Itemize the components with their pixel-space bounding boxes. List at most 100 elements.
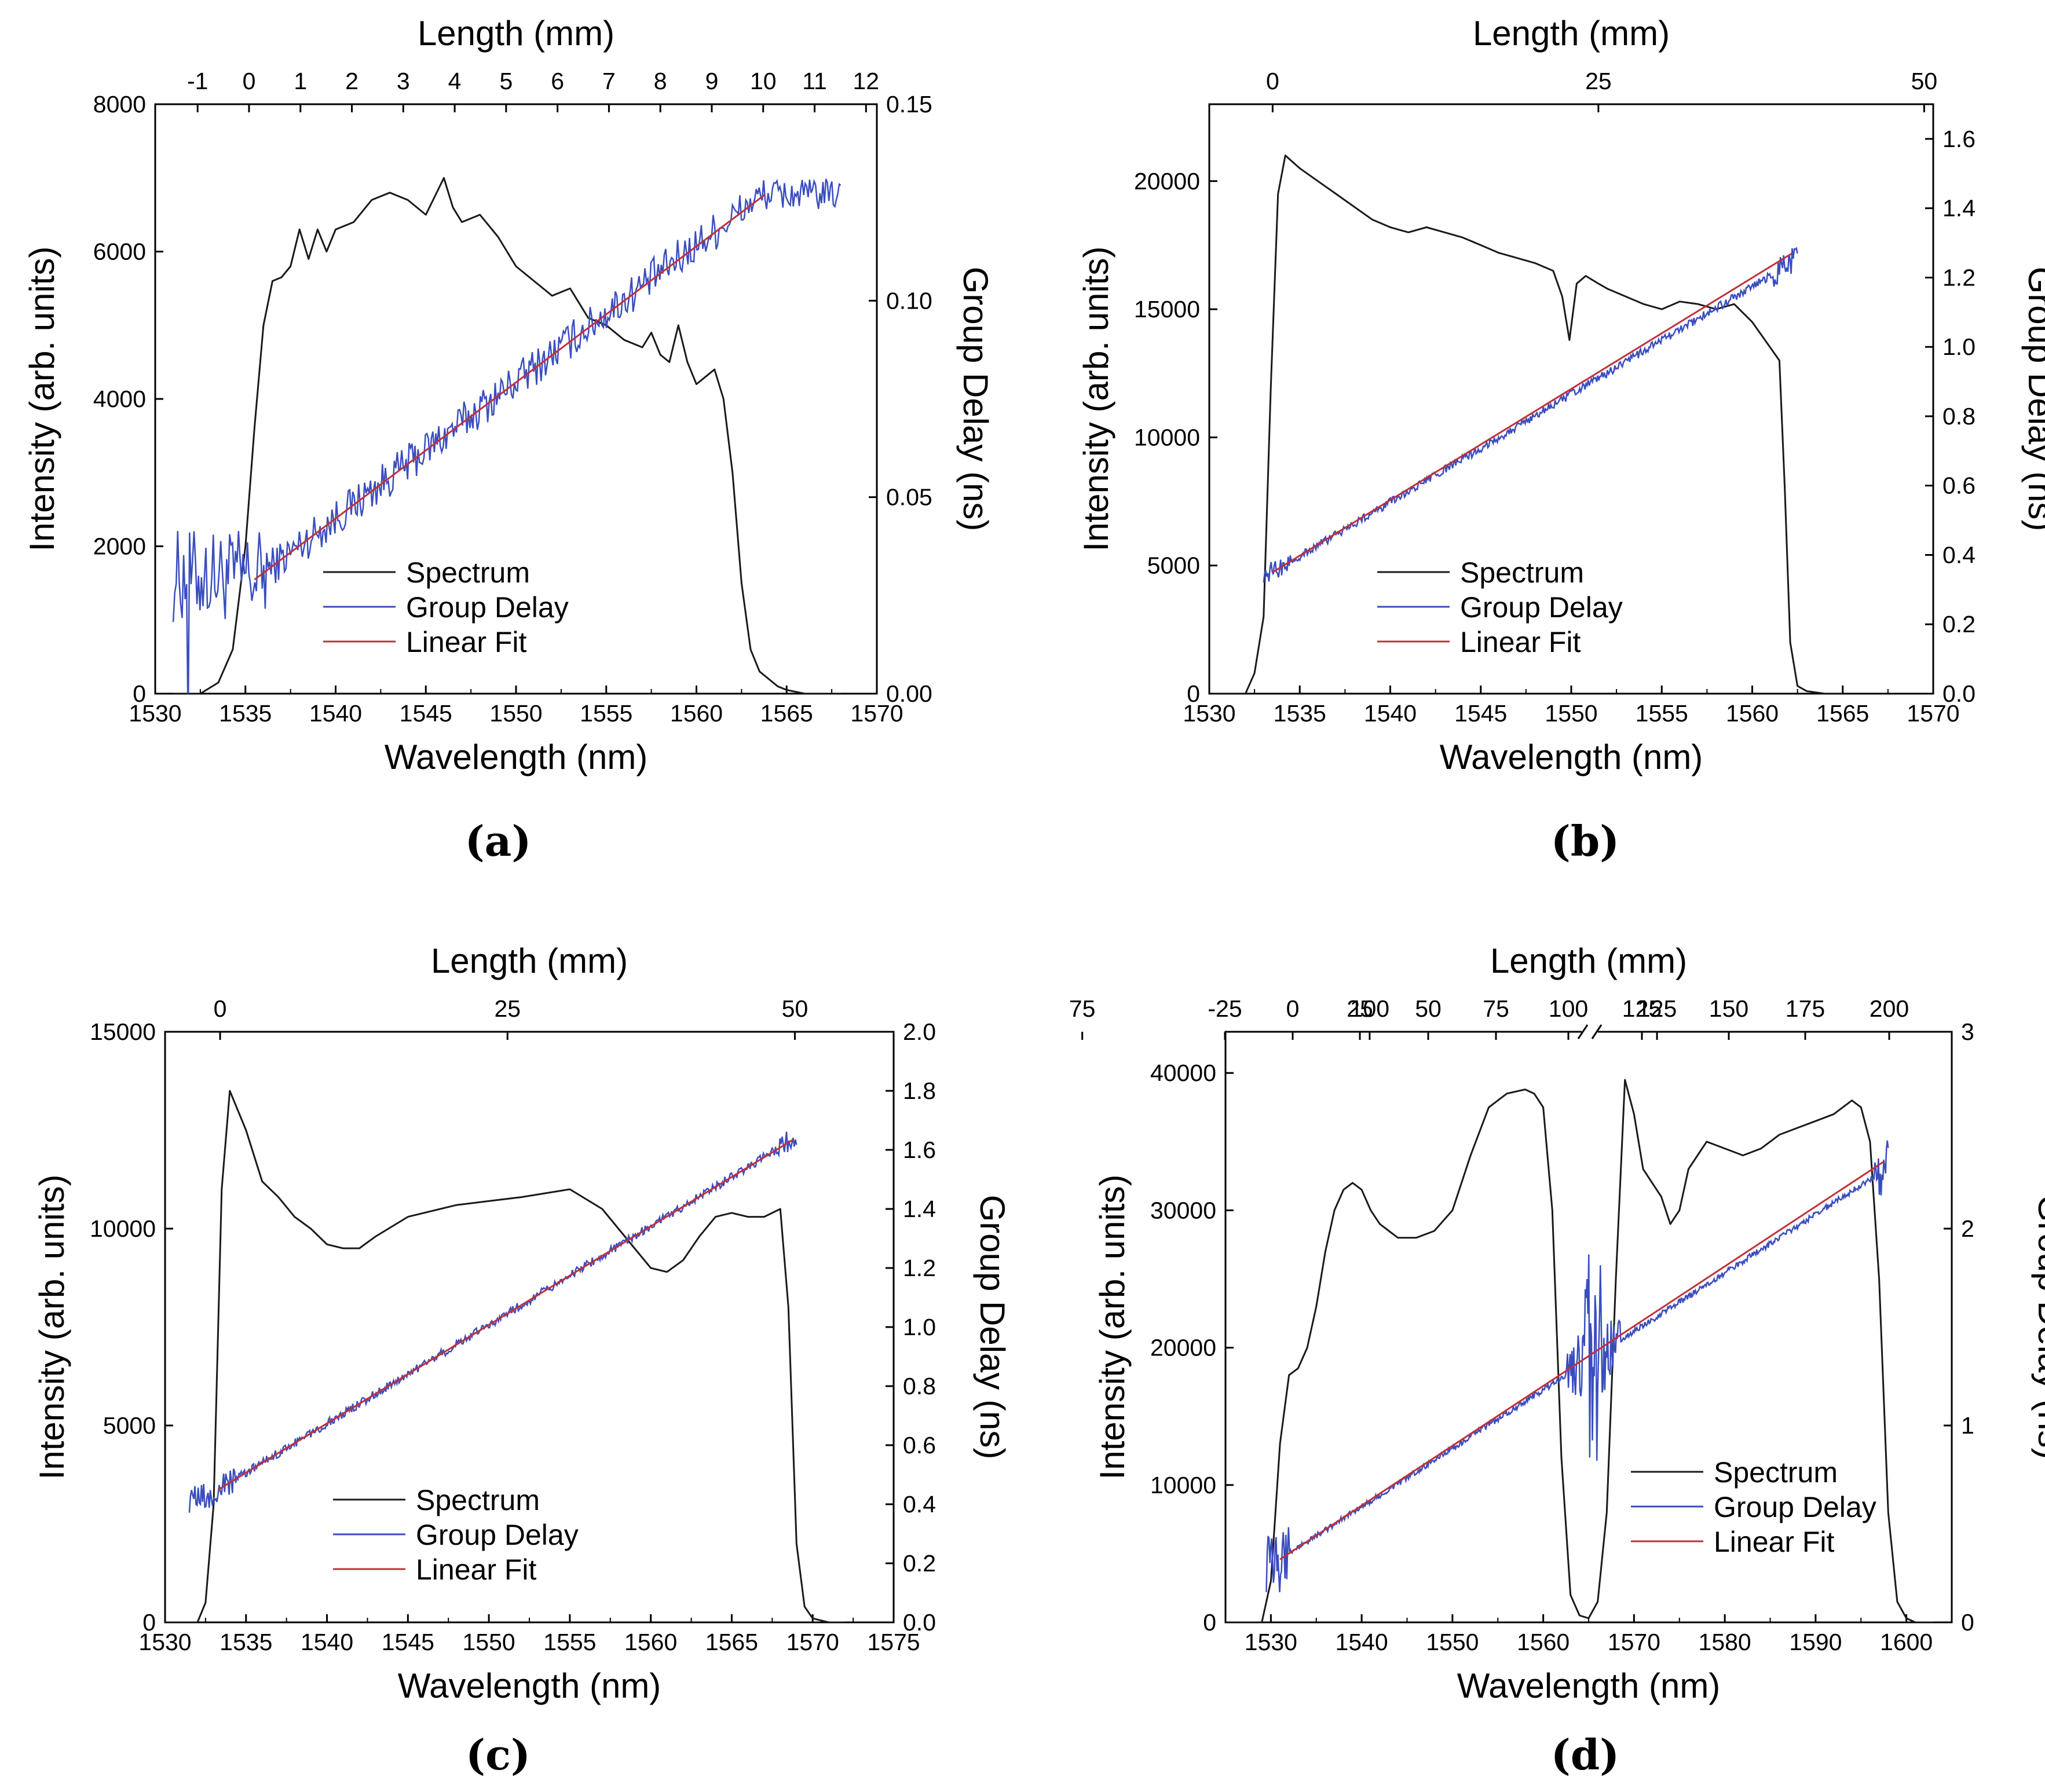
x2-tick-label: 125 bbox=[1622, 995, 1662, 1022]
legend-label: Spectrum bbox=[1714, 1456, 1838, 1489]
y-tick-label: 0 bbox=[1187, 680, 1200, 707]
x2-axis-title: Length (mm) bbox=[418, 14, 614, 53]
axis-break-mark bbox=[1591, 1024, 1603, 1039]
x2-tick-label: 11 bbox=[802, 68, 827, 94]
x-tick-label: 1555 bbox=[543, 1629, 596, 1655]
panel-a: 1530 1535 1540 1545 1550 1555 1560 1565 15700200… bbox=[23, 14, 995, 866]
y2-tick-label: 0.2 bbox=[903, 1550, 936, 1577]
x-tick-label: 1530 bbox=[138, 1629, 191, 1655]
legend-label: Group Delay bbox=[1714, 1491, 1876, 1523]
x2-tick-label: 3 bbox=[397, 68, 410, 94]
y2-tick-label: 1.2 bbox=[903, 1255, 936, 1281]
x2-tick-label: 150 bbox=[1709, 995, 1748, 1022]
plot-area bbox=[172, 177, 842, 694]
x2-tick-label: 75 bbox=[1483, 995, 1509, 1022]
legend-label: Spectrum bbox=[1460, 556, 1584, 589]
y2-tick-label: 0.8 bbox=[1942, 403, 1976, 430]
y2-tick-label: 1.4 bbox=[1942, 195, 1976, 222]
x2-tick-label: 0 bbox=[1286, 995, 1300, 1022]
x2-tick-label: 50 bbox=[1911, 68, 1938, 94]
legend-label: Group Delay bbox=[406, 591, 569, 624]
y-tick-label: 30000 bbox=[1150, 1197, 1216, 1223]
x2-tick-label: 50 bbox=[782, 995, 809, 1022]
y2-tick-label: 0.05 bbox=[886, 484, 932, 511]
y2-tick-label: 1.2 bbox=[1942, 264, 1976, 291]
x-tick-label: 1545 bbox=[1454, 700, 1507, 727]
y2-axis-title: Group Delay (ns) bbox=[2031, 1195, 2045, 1460]
x2-tick-label: 5 bbox=[499, 68, 513, 94]
y-tick-label: 5000 bbox=[103, 1412, 156, 1439]
x-tick-label: 1540 bbox=[1364, 700, 1417, 727]
legend-label: Group Delay bbox=[1460, 591, 1623, 624]
x-tick-label: 1545 bbox=[382, 1629, 434, 1655]
y2-tick-label: 1.4 bbox=[903, 1196, 936, 1222]
y2-tick-label: 1.8 bbox=[903, 1078, 936, 1104]
y-tick-label: 15000 bbox=[90, 1018, 156, 1045]
x-axis-title: Wavelength (nm) bbox=[398, 1666, 661, 1705]
legend-label: Linear Fit bbox=[416, 1553, 537, 1586]
y2-tick-label: 0.4 bbox=[903, 1491, 936, 1518]
spectrum-line bbox=[1209, 155, 1843, 694]
panel-label: (d) bbox=[1551, 1730, 1619, 1779]
x2-tick-label: 200 bbox=[1870, 995, 1909, 1022]
y2-tick-label: 0.0 bbox=[903, 1609, 936, 1636]
x-tick-label: 1535 bbox=[219, 700, 272, 727]
x-tick-label: 1530 bbox=[1183, 700, 1235, 727]
y2-tick-label: 1.6 bbox=[903, 1137, 936, 1163]
x2-tick-label: 7 bbox=[602, 68, 616, 94]
spectrum-line bbox=[165, 1090, 846, 1622]
x-tick-label: 1550 bbox=[489, 700, 542, 727]
panel-c: 1530 1535 1540 1545 1550 1555 1560 1565 1570 1575… bbox=[32, 941, 1677, 1779]
x2-tick-label: 100 bbox=[1350, 995, 1389, 1022]
x2-tick-label: 1 bbox=[294, 68, 307, 94]
x2-tick-label: -25 bbox=[1208, 995, 1242, 1022]
y2-tick-label: 0.0 bbox=[1942, 680, 1976, 707]
y2-tick-label: 1 bbox=[1961, 1412, 1974, 1439]
x-tick-label: 1600 bbox=[1880, 1629, 1933, 1655]
y-tick-label: 8000 bbox=[93, 91, 146, 118]
x-tick-label: 1565 bbox=[1816, 700, 1869, 727]
x-tick-label: 1560 bbox=[1517, 1629, 1570, 1655]
x-tick-label: 1540 bbox=[309, 700, 362, 727]
y2-tick-label: 2.0 bbox=[903, 1018, 936, 1045]
x2-tick-label: 100 bbox=[1549, 995, 1588, 1022]
x2-tick-label: 0 bbox=[1266, 68, 1279, 94]
legend-label: Linear Fit bbox=[1714, 1526, 1835, 1558]
linear-fit-line bbox=[1272, 252, 1793, 573]
x-tick-label: 1555 bbox=[580, 700, 632, 727]
y2-tick-label: 0.8 bbox=[903, 1373, 936, 1399]
y-axis-title: Intensity (arb. units) bbox=[32, 1175, 71, 1480]
y2-axis-title: Group Delay (ns) bbox=[956, 267, 995, 532]
x2-axis-title: Length (mm) bbox=[1473, 14, 1670, 53]
x2-tick-label: 2 bbox=[345, 68, 358, 94]
x2-tick-label: -1 bbox=[187, 68, 208, 94]
x-tick-label: 1570 bbox=[786, 1629, 839, 1655]
x2-tick-label: 0 bbox=[214, 995, 227, 1022]
y-tick-label: 2000 bbox=[93, 533, 146, 560]
x-axis-title: Wavelength (nm) bbox=[1457, 1666, 1721, 1705]
y-tick-label: 10000 bbox=[1150, 1472, 1216, 1498]
y-axis-title: Intensity (arb. units) bbox=[1077, 247, 1115, 552]
x-tick-label: 1545 bbox=[400, 700, 452, 727]
panel-label: (b) bbox=[1551, 816, 1619, 866]
panel-label: (a) bbox=[465, 816, 532, 866]
x-tick-label: 1570 bbox=[1608, 1629, 1660, 1655]
x-tick-label: 1550 bbox=[463, 1629, 515, 1655]
y2-tick-label: 0.15 bbox=[886, 91, 932, 118]
y2-tick-label: 1.6 bbox=[1942, 126, 1976, 152]
y-tick-label: 20000 bbox=[1150, 1335, 1216, 1361]
linear-fit-line bbox=[254, 193, 766, 581]
x-tick-label: 1560 bbox=[624, 1629, 677, 1655]
legend-label: Linear Fit bbox=[406, 626, 527, 658]
y-tick-label: 0 bbox=[1203, 1609, 1216, 1636]
spectrum-line bbox=[1225, 1079, 1934, 1622]
x-tick-label: 1560 bbox=[670, 700, 723, 727]
legend-label: Group Delay bbox=[416, 1519, 579, 1551]
y-tick-label: 6000 bbox=[93, 239, 146, 265]
x-tick-label: 1580 bbox=[1699, 1629, 1751, 1655]
x2-tick-label: 50 bbox=[1415, 995, 1442, 1022]
x2-axis-title: Length (mm) bbox=[1490, 941, 1687, 980]
